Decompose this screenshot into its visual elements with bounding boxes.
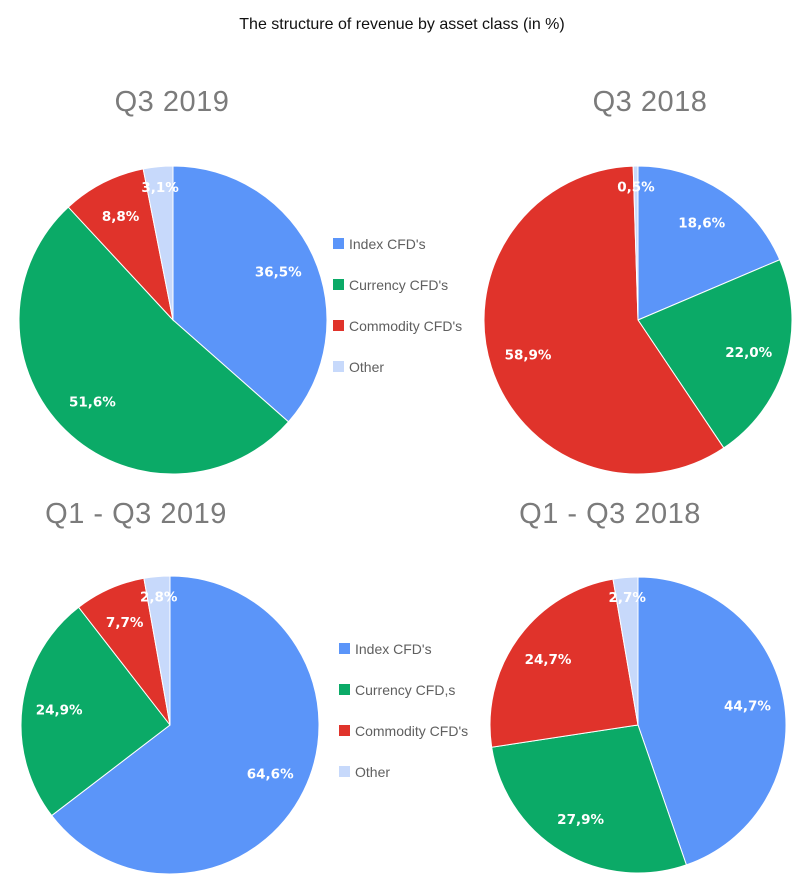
pie-slice-index xyxy=(50,575,320,875)
pie-title-q1-q3-2019: Q1 - Q3 2019 xyxy=(45,498,227,530)
legend-label-currency: Currency CFD,s xyxy=(355,681,456,698)
legend-label-index: Index CFD's xyxy=(349,235,426,252)
pie-slice-index xyxy=(172,165,328,423)
legend-swatch-currency xyxy=(333,279,344,290)
pie-label-index: 64,6% xyxy=(247,766,294,782)
legend-item-commodity: Commodity CFD's xyxy=(339,710,468,751)
legend-label-commodity: Commodity CFD's xyxy=(355,722,469,739)
pie-label-commodity: 58,9% xyxy=(505,347,552,363)
legend-item-other: Other xyxy=(339,751,468,792)
legend-swatch-commodity xyxy=(333,320,344,331)
pie-slice-currency xyxy=(637,259,793,449)
legend-label-commodity: Commodity CFD's xyxy=(349,317,463,334)
legend-top: Index CFD's Currency CFD's Commodity CFD… xyxy=(333,223,462,387)
pie-title-q3-2019: Q3 2019 xyxy=(114,86,230,118)
pie-label-index: 18,6% xyxy=(678,216,725,232)
pie-slice-currency xyxy=(18,206,290,475)
legend-swatch-other xyxy=(339,766,350,777)
pie-label-other: 0,5% xyxy=(617,180,655,196)
legend-item-currency: Currency CFD,s xyxy=(339,669,468,710)
pie-label-currency: 22,0% xyxy=(725,345,772,361)
pie-label-commodity: 7,7% xyxy=(106,615,144,631)
legend-label-other: Other xyxy=(349,358,385,375)
pie-slice-currency xyxy=(20,606,171,817)
legend-item-other: Other xyxy=(333,346,462,387)
legend-swatch-currency xyxy=(339,684,350,695)
legend-item-index: Index CFD's xyxy=(333,223,462,264)
pie-slice-commodity xyxy=(489,578,639,748)
pie-slice-other xyxy=(612,576,639,726)
legend-label-currency: Currency CFD's xyxy=(349,276,449,293)
pie-label-index: 44,7% xyxy=(724,699,771,715)
pie-label-commodity: 24,7% xyxy=(525,652,572,668)
legend-label-index: Index CFD's xyxy=(355,640,432,657)
pie-title-q1-q3-2018: Q1 - Q3 2018 xyxy=(519,498,701,530)
pie-label-currency: 51,6% xyxy=(69,395,116,411)
legend-item-commodity: Commodity CFD's xyxy=(333,305,462,346)
pie-slice-commodity xyxy=(483,165,725,475)
pie-title-q3-2018: Q3 2018 xyxy=(592,86,708,118)
legend-bottom: Index CFD's Currency CFD,s Commodity CFD… xyxy=(339,628,468,792)
legend-label-other: Other xyxy=(355,763,391,780)
pie-slice-index xyxy=(637,165,781,321)
pie-slice-other xyxy=(142,165,174,321)
legend-swatch-index xyxy=(333,238,344,249)
pie-label-other: 3,1% xyxy=(141,180,179,196)
legend-item-index: Index CFD's xyxy=(339,628,468,669)
pie-label-index: 36,5% xyxy=(255,264,302,280)
pie-label-currency: 27,9% xyxy=(557,812,604,828)
pie-slice-other xyxy=(632,165,639,321)
pie-slice-other xyxy=(143,575,171,726)
pie-slice-commodity xyxy=(67,168,174,322)
pie-slice-index xyxy=(637,576,787,866)
legend-swatch-commodity xyxy=(339,725,350,736)
pie-label-other: 2,8% xyxy=(140,589,178,605)
legend-swatch-index xyxy=(339,643,350,654)
chart-main-title: The structure of revenue by asset class … xyxy=(239,16,565,33)
pie-label-currency: 24,9% xyxy=(36,703,83,719)
legend-swatch-other xyxy=(333,361,344,372)
pie-label-commodity: 8,8% xyxy=(102,209,140,225)
pie-label-other: 2,7% xyxy=(608,590,646,606)
legend-item-currency: Currency CFD's xyxy=(333,264,462,305)
pie-slice-currency xyxy=(491,724,688,874)
